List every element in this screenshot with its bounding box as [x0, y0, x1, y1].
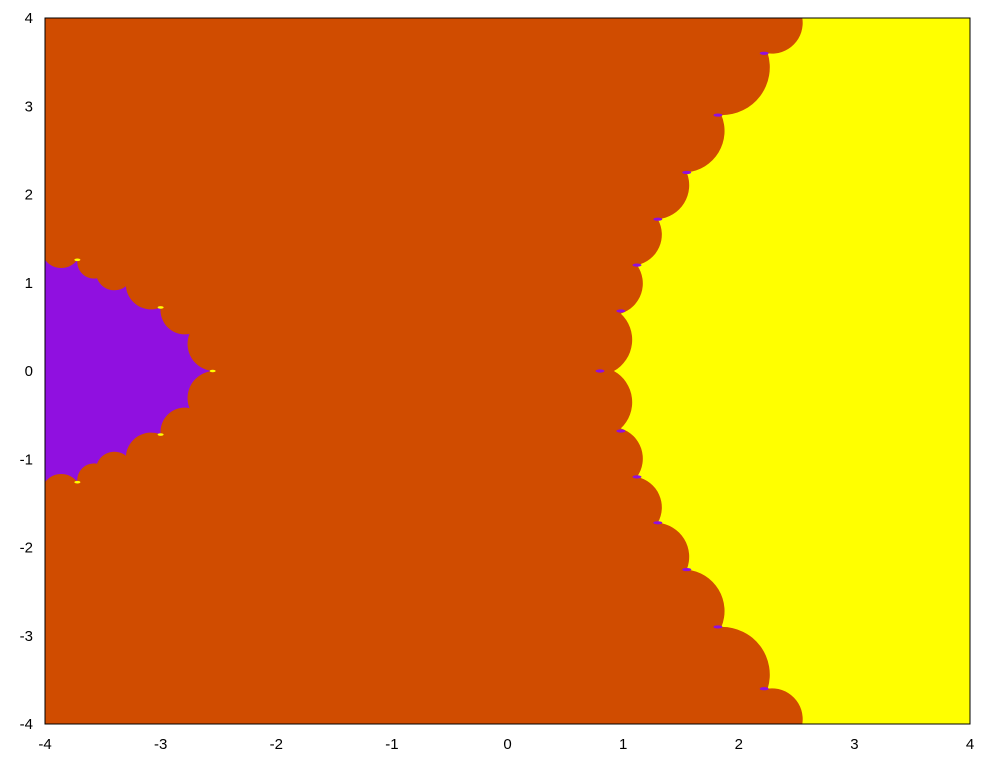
x-axis: -4 -3 -2 -1 0 1 2 3 4: [38, 736, 974, 753]
cusp-mark: [157, 306, 164, 309]
x-tick-label: 4: [966, 736, 974, 753]
cusp-mark: [653, 521, 663, 525]
x-tick-label: 0: [503, 736, 511, 753]
x-tick-label: 1: [619, 736, 627, 753]
left-basin-region: [45, 259, 213, 483]
cusp-layer: [74, 51, 769, 691]
cusp-mark: [209, 369, 216, 373]
plot-frame: [44, 17, 971, 725]
x-tick-label: -3: [154, 736, 167, 753]
y-tick-label: 3: [25, 98, 33, 115]
y-tick-label: -2: [20, 540, 33, 557]
x-tick-label: 2: [735, 736, 743, 753]
y-tick-label: 1: [25, 275, 33, 292]
cusp-mark: [759, 687, 769, 691]
cusp-mark: [74, 258, 81, 262]
y-tick-label: 0: [25, 363, 33, 380]
y-tick-label: -3: [20, 628, 33, 645]
cusp-mark: [682, 567, 692, 572]
y-tick-label: -4: [20, 716, 33, 733]
x-tick-label: 3: [850, 736, 858, 753]
x-tick-label: -4: [38, 736, 51, 753]
cusp-mark: [616, 429, 626, 433]
cusp-mark: [616, 309, 626, 313]
x-tick-label: -1: [385, 736, 398, 753]
cusp-mark: [632, 263, 642, 267]
cusp-mark: [595, 369, 605, 373]
cusp-mark: [713, 625, 723, 629]
y-tick-label: -1: [20, 451, 33, 468]
cusp-mark: [632, 475, 642, 479]
cusp-mark: [759, 51, 769, 55]
y-tick-label: 2: [25, 187, 33, 204]
cusp-mark: [653, 217, 663, 221]
cusp-mark: [682, 170, 692, 175]
region-layer: [45, 18, 970, 724]
x-tick-label: -2: [270, 736, 283, 753]
cusp-mark: [74, 480, 81, 484]
cusp-mark: [713, 113, 723, 117]
cusp-mark: [157, 433, 164, 436]
right-basin-region: [613, 18, 970, 724]
y-tick-label: 4: [25, 10, 33, 27]
y-axis: 4 3 2 1 0 -1 -2 -3 -4: [20, 10, 33, 733]
